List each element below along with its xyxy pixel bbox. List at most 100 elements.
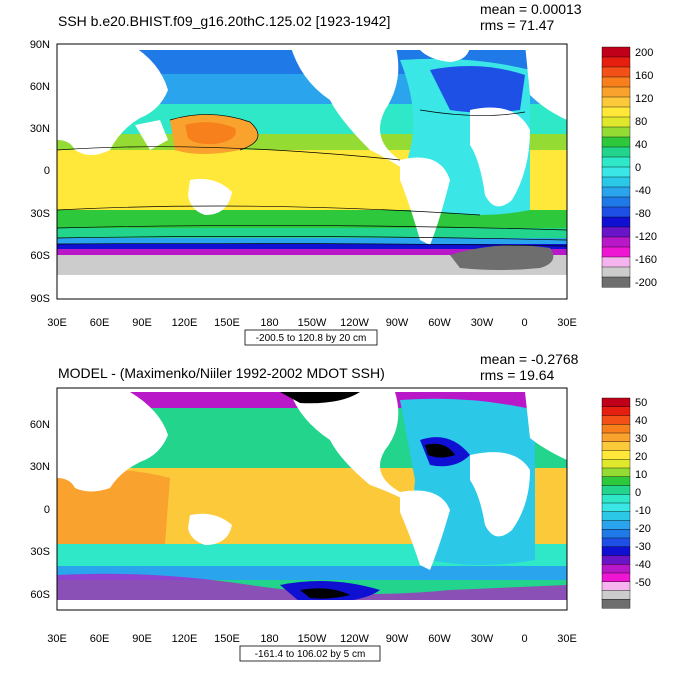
colorbar-swatch (601, 432, 631, 443)
panel-bottom-colorbar (601, 397, 631, 609)
panel-top-y-ticks: 90N 60N 30N 0 30S 60S 90S (30, 39, 50, 305)
xtick-label: 60W (428, 317, 451, 329)
land-africa (470, 107, 530, 207)
colorbar-swatch (601, 66, 631, 78)
land-australia (188, 513, 232, 545)
xtick-label: 120W (340, 317, 369, 329)
colorbar-label: -200 (635, 277, 657, 289)
colorbar-label: -10 (635, 505, 651, 517)
panel-bottom-x-ticks: 30E 60E 90E 120E 150E 180 150W 120W 90W … (47, 633, 577, 645)
xtick-label: 30E (557, 317, 577, 329)
colorbar-swatch (601, 256, 631, 268)
ytick-label: 90N (30, 39, 50, 51)
colorbar-swatch (601, 476, 631, 487)
panel-top-frame (56, 43, 568, 300)
colorbar-label: 40 (635, 139, 647, 151)
colorbar-swatch (601, 555, 631, 565)
colorbar-swatch (601, 76, 631, 88)
band-southern1 (57, 566, 567, 580)
land-antarctica (57, 275, 567, 299)
colorbar-label: -80 (635, 208, 651, 220)
colorbar-label: 120 (635, 93, 653, 105)
panel-bottom-range-label: -161.4 to 106.02 by 5 cm (255, 649, 366, 660)
land-north-america (290, 44, 405, 170)
panel-top-colorbar-labels: 200 160 120 80 40 0 -40 -80 -120 -160 -2… (635, 47, 657, 289)
ytick-label: 60S (30, 589, 50, 601)
panel-top-map (57, 44, 567, 299)
land-greenland (420, 44, 470, 62)
panel-top-range-box (244, 329, 378, 346)
colorbar-swatch (601, 599, 631, 609)
band-s1 (57, 228, 567, 238)
xtick-label: 0 (521, 317, 527, 329)
panel-bottom: MODEL - (Maximenko/Niiler 1992-2002 MDOT… (30, 351, 651, 662)
colorbar-swatch (601, 546, 631, 557)
xtick-label: 150W (298, 633, 327, 645)
colorbar-label: -40 (635, 559, 651, 571)
xtick-label: 180 (260, 317, 278, 329)
colorbar-swatch (601, 276, 631, 288)
colorbar-swatch (601, 236, 631, 248)
xtick-label: 60E (90, 317, 110, 329)
xtick-label: 90E (132, 633, 152, 645)
panel-bottom-range-box (239, 645, 381, 662)
colorbar-swatch (601, 581, 631, 592)
region-southern-black (300, 588, 350, 599)
colorbar-swatch (601, 529, 631, 539)
xtick-label: 30E (47, 633, 67, 645)
ytick-label: 60N (30, 81, 50, 93)
colorbar-swatch (601, 156, 631, 168)
colorbar-swatch (601, 406, 631, 417)
colorbar-label: 0 (635, 162, 641, 174)
ytick-label: 30N (30, 123, 50, 135)
panel-top-x-ticks: 30E 60E 90E 120E 150E 180 150W 120W 90W … (47, 317, 577, 329)
ytick-label: 90S (30, 293, 50, 305)
land-south-america (400, 490, 450, 570)
band-s3 (57, 244, 567, 249)
colorbar-label: -30 (635, 541, 651, 553)
land-southeast-asia (135, 120, 168, 150)
colorbar-swatch (601, 46, 631, 58)
xtick-label: 120W (340, 633, 369, 645)
region-arctic-black (280, 392, 360, 404)
colorbar-swatch (601, 106, 631, 118)
xtick-label: 90W (386, 633, 409, 645)
xtick-label: 60E (90, 633, 110, 645)
xtick-label: 90W (386, 317, 409, 329)
region-kuroshio-core (185, 122, 236, 145)
band-s2 (57, 238, 567, 244)
colorbar-swatch (601, 397, 631, 408)
xtick-label: 0 (521, 633, 527, 645)
panel-top-rms: rms = 71.47 (480, 17, 555, 33)
ytick-label: 30S (30, 208, 50, 220)
land-europe (525, 44, 567, 120)
contour-lines (57, 109, 567, 247)
ytick-label: 30N (30, 461, 50, 473)
band-antarctic-shelf (57, 255, 567, 275)
panel-bottom-rms: rms = 19.64 (480, 367, 555, 383)
ytick-label: 60S (30, 250, 50, 262)
colorbar-label: -120 (635, 231, 657, 243)
xtick-label: 150W (298, 317, 327, 329)
xtick-label: 180 (260, 633, 278, 645)
xtick-label: 60W (428, 633, 451, 645)
colorbar-swatch (601, 485, 631, 495)
region-southern-ocean (57, 249, 567, 255)
colorbar-swatch (601, 537, 631, 548)
colorbar-label: 40 (635, 415, 647, 427)
land-south-america (400, 157, 450, 245)
panel-top: SSH b.e20.BHIST.f09_g16.20thC.125.02 [19… (30, 1, 657, 346)
land-north-america (290, 392, 405, 500)
panel-top-mean: mean = 0.00013 (480, 1, 582, 17)
colorbar-swatch (601, 96, 631, 108)
colorbar-label: 20 (635, 451, 647, 463)
colorbar-label: 30 (635, 433, 647, 445)
panel-bottom-title: MODEL - (Maximenko/Niiler 1992-2002 MDOT… (58, 365, 385, 381)
colorbar-swatch (601, 266, 631, 278)
xtick-label: 30W (471, 317, 494, 329)
panel-top-title: SSH b.e20.BHIST.f09_g16.20thC.125.02 [19… (58, 13, 390, 29)
colorbar-swatch (601, 441, 631, 452)
colorbar-swatch (601, 590, 631, 600)
colorbar-swatch (601, 502, 631, 513)
